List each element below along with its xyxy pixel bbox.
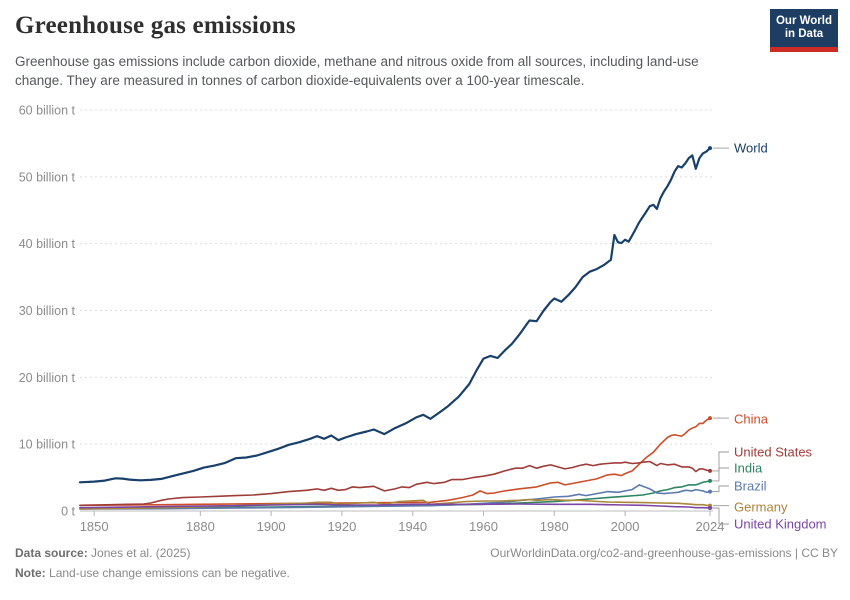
note-label: Note:: [15, 566, 46, 580]
label-connector-brazil: [712, 485, 729, 493]
series-line-united-kingdom[interactable]: [79, 503, 711, 509]
chart-footer: Data source: Jones et al. (2025) OurWorl…: [15, 546, 838, 580]
label-connector-united-kingdom: [712, 507, 729, 525]
series-label-united-states[interactable]: United States: [734, 445, 813, 460]
owid-logo-line1: Our World: [775, 15, 832, 27]
series-endpoint-brazil: [708, 489, 712, 494]
x-axis-tick-label: 1980: [540, 519, 569, 534]
chart-note: Note: Land-use change emissions can be n…: [15, 566, 838, 580]
owid-logo[interactable]: Our World in Data: [770, 9, 838, 52]
x-axis-tick-label: 1960: [469, 519, 498, 534]
y-axis-tick-label: 40 billion t: [19, 237, 76, 251]
note-value: Land-use change emissions can be negativ…: [49, 566, 290, 580]
data-source: Data source: Jones et al. (2025): [15, 546, 190, 560]
chart-subtitle: Greenhouse gas emissions include carbon …: [15, 54, 699, 88]
y-axis-tick-label: 0 t: [61, 505, 75, 519]
label-connector-united-states: [712, 451, 729, 472]
x-axis-tick-label: 1900: [257, 519, 286, 534]
series-label-brazil[interactable]: Brazil: [734, 479, 767, 494]
y-axis-tick-label: 60 billion t: [19, 104, 76, 118]
data-source-value: Jones et al. (2025): [91, 546, 191, 560]
series-endpoint-india: [708, 478, 712, 483]
owid-logo-line2: in Data: [784, 28, 824, 40]
label-connector-india: [712, 467, 729, 482]
series-line-brazil[interactable]: [79, 484, 711, 510]
x-axis-tick-label: 2024: [696, 519, 725, 534]
series-endpoint-united-states: [708, 468, 712, 473]
x-axis-tick-label: 1850: [80, 519, 109, 534]
x-axis-tick-label: 1880: [186, 519, 215, 534]
y-axis-tick-label: 30 billion t: [19, 304, 76, 318]
series-label-china[interactable]: China: [734, 412, 769, 427]
y-axis-tick-label: 20 billion t: [19, 371, 76, 385]
owid-url-link[interactable]: OurWorldinData.org/co2-and-greenhouse-ga…: [490, 546, 838, 560]
series-line-world[interactable]: [78, 147, 712, 484]
x-axis-tick-label: 2000: [611, 519, 640, 534]
data-source-label: Data source:: [15, 546, 88, 560]
y-axis-tick-label: 10 billion t: [19, 438, 76, 452]
series-endpoint-united-kingdom: [708, 505, 712, 510]
series-line-germany[interactable]: [79, 498, 711, 510]
series-endpoint-china: [708, 416, 712, 421]
series-label-india[interactable]: India: [734, 461, 763, 476]
series-endpoint-world: [708, 146, 712, 151]
y-axis-tick-label: 50 billion t: [19, 170, 76, 184]
page-title: Greenhouse gas emissions: [15, 12, 296, 39]
series-label-world[interactable]: World: [734, 141, 768, 156]
x-axis-tick-label: 1940: [398, 519, 427, 534]
series-line-united-states[interactable]: [79, 460, 711, 507]
series-label-united-kingdom[interactable]: United Kingdom: [734, 517, 827, 532]
x-axis-tick-label: 1920: [327, 519, 356, 534]
series-label-germany[interactable]: Germany: [734, 500, 788, 515]
series-line-china[interactable]: [79, 417, 711, 507]
